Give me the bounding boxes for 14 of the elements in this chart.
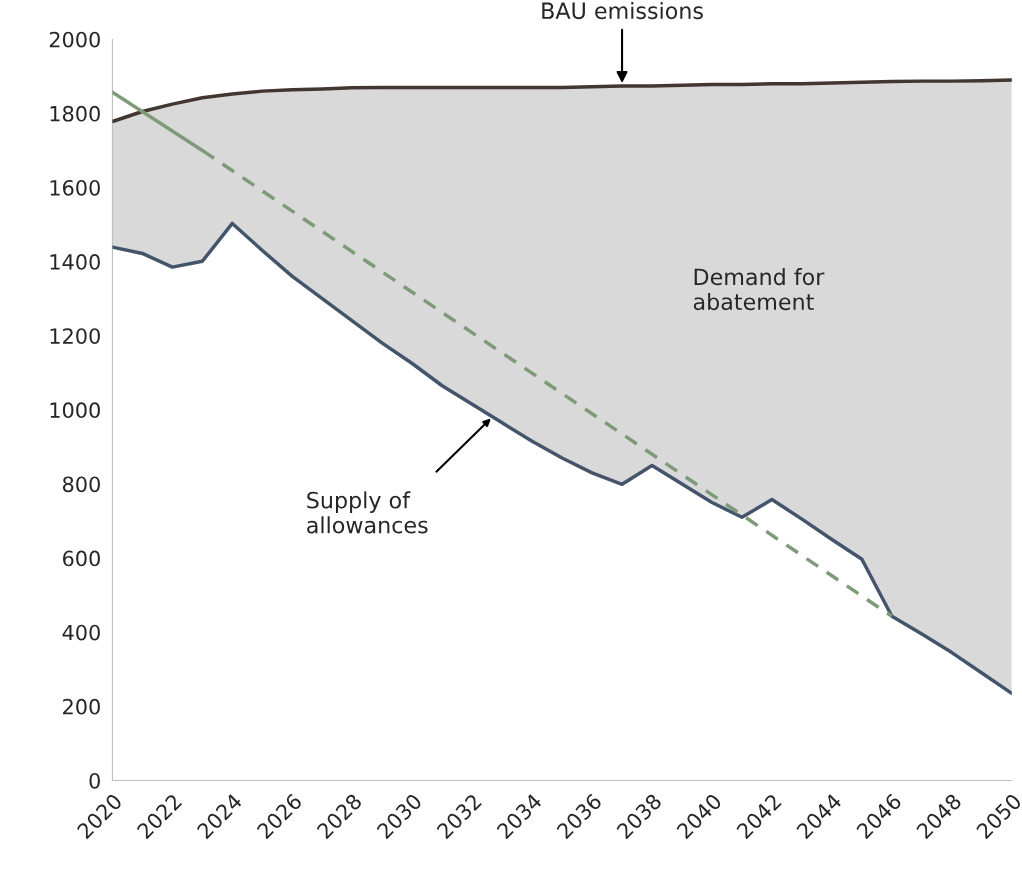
y-tick-label: 800 [62,476,100,493]
y-tick-label: 1200 [50,328,100,344]
y-tick-label: 1400 [50,254,100,270]
y-tick-label: 1800 [50,105,100,122]
annotation: BAU emissions [542,1,703,20]
y-tick-label: 2000 [49,31,100,48]
y-tick-label: 1000 [50,402,100,419]
y-tick-label: 200 [63,698,100,715]
y-tick-label: 600 [63,550,100,567]
y-tick-label: 0 [89,772,100,789]
annotation: Demand for abatement [693,268,825,311]
y-tick-label: 400 [62,624,100,641]
annotation: Supply of allowances [307,491,428,534]
y-tick-label: 1600 [50,179,100,196]
